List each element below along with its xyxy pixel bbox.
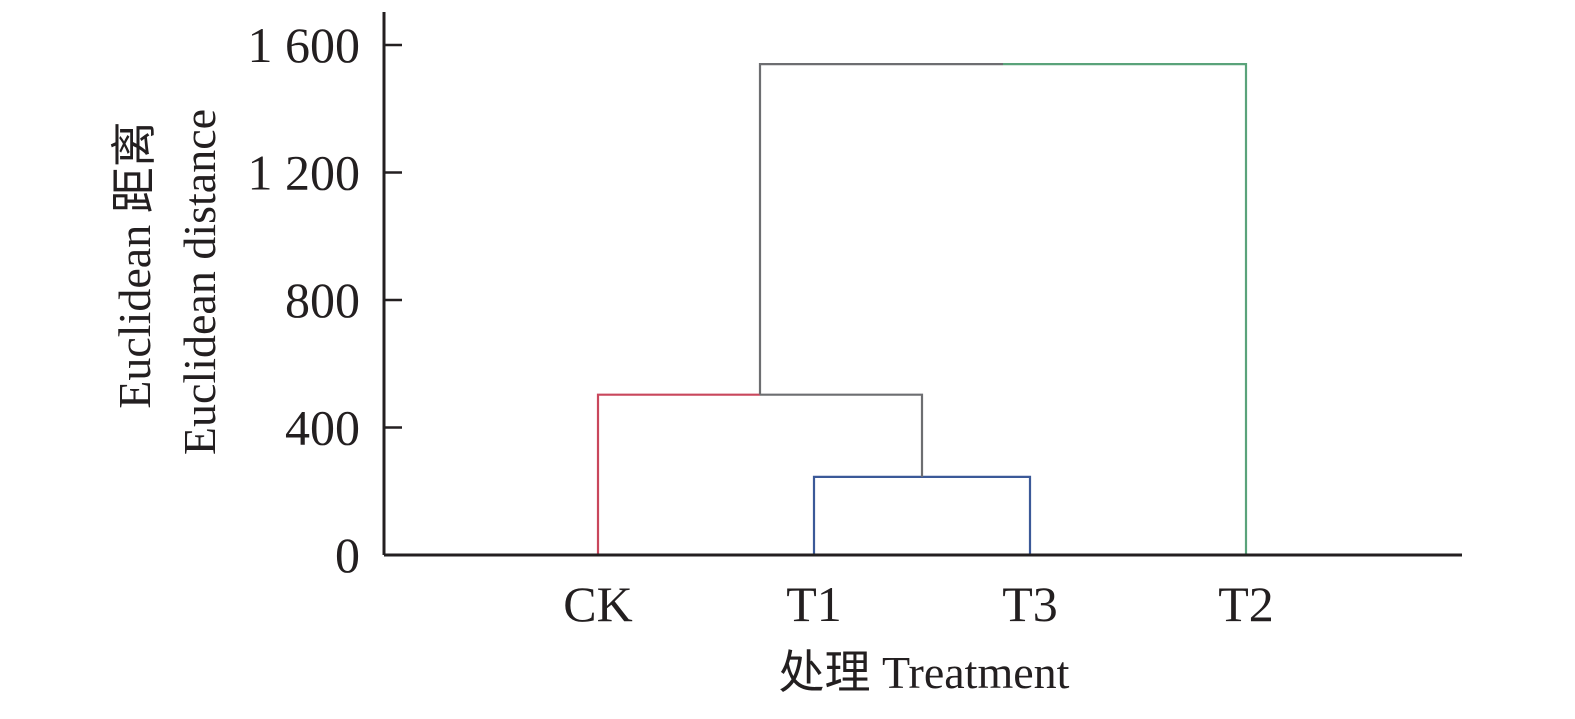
x-leaf-label: T3: [1002, 576, 1058, 632]
dendrogram-link-left: [758, 63, 1003, 395]
x-axis-title: 处理 Treatment: [779, 647, 1070, 698]
y-tick-label: 800: [285, 272, 360, 328]
chart-axes: [382, 12, 1462, 557]
y-tick-label: 1 200: [248, 145, 361, 201]
y-axis-title: Euclidean 距离 Euclidean distance: [109, 109, 225, 455]
dendrogram-link-right: [760, 393, 924, 477]
y-tick-label: 400: [285, 400, 360, 456]
x-leaf-label: T1: [786, 576, 842, 632]
x-axis-leaf-labels: CK T1 T3 T2: [563, 576, 1274, 632]
dendrogram-link-right: [1003, 63, 1248, 555]
dendrogram-links: [596, 63, 1248, 555]
dendrogram-link-left: [812, 475, 922, 555]
y-tick-label: 0: [335, 527, 360, 583]
dendrogram-link-left: [596, 393, 760, 555]
y-axis-title-line-1: Euclidean 距离: [109, 121, 160, 408]
x-leaf-label: CK: [563, 576, 632, 632]
dendrogram-link-right: [922, 475, 1032, 555]
y-tick-label: 1 600: [248, 17, 361, 73]
y-axis-ticks: 0 400 800 1 200 1 600: [248, 17, 402, 583]
x-leaf-label: T2: [1218, 576, 1274, 632]
y-axis-title-line-2: Euclidean distance: [174, 109, 225, 455]
